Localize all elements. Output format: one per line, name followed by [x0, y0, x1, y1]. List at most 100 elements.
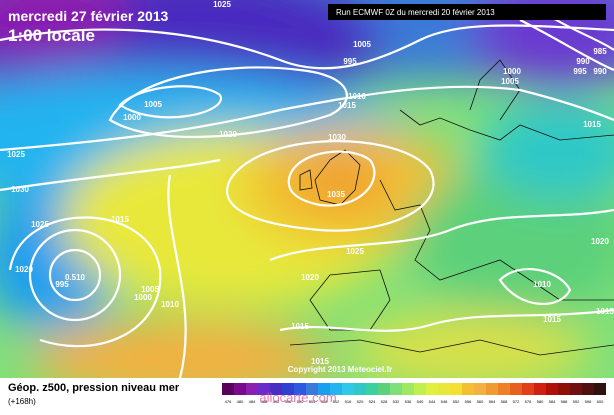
isobar-label: 1025	[213, 0, 231, 9]
isobar-label: 1015	[291, 322, 309, 331]
isobar-label: 1015	[111, 215, 129, 224]
colorbar-label: 544	[429, 399, 436, 404]
colorbar-swatch	[462, 383, 474, 395]
colorbar-swatch	[570, 383, 582, 395]
colorbar-label: 576	[525, 399, 532, 404]
colorbar-swatch	[294, 383, 306, 395]
isobar-label: 1010	[161, 300, 179, 309]
footer-title: Géop. z500, pression niveau mer	[8, 382, 180, 394]
colorbar-swatch	[534, 383, 546, 395]
isobar-label: 990	[593, 67, 607, 76]
colorbar-swatch	[330, 383, 342, 395]
colorbar-label: 592	[573, 399, 580, 404]
isobar-label: 1005	[141, 285, 159, 294]
footer-subtitle: (+168h)	[8, 397, 36, 406]
colorbar-swatch	[390, 383, 402, 395]
colorbar-swatch	[486, 383, 498, 395]
watermark: allocarte.com	[259, 390, 336, 405]
colorbar-swatch	[306, 383, 318, 395]
isobar-label: 995	[343, 57, 357, 66]
colorbar-label: 524	[369, 399, 376, 404]
colorbar-label: 528	[381, 399, 388, 404]
colorbar-label: 492	[273, 399, 280, 404]
isobar-label: 1030	[328, 133, 346, 142]
isobar-label: 990	[576, 57, 590, 66]
colorbar-label: 568	[501, 399, 508, 404]
colorbar-swatch	[258, 383, 270, 395]
isobar-label: 1025	[7, 150, 25, 159]
isobar-label: 1025	[31, 220, 49, 229]
colorbar-label: 564	[489, 399, 496, 404]
colorbar-swatch	[594, 383, 606, 395]
colorbar-swatch	[474, 383, 486, 395]
isobar-label: 1020	[219, 130, 237, 139]
colorbar-label: 540	[417, 399, 424, 404]
colorbar-swatch	[558, 383, 570, 395]
isobar-label: 995	[55, 280, 69, 289]
colorbar-label: 496	[285, 399, 292, 404]
copyright: Copyright 2013 Meteociel.fr	[288, 365, 392, 374]
isobar-label: 1025	[346, 247, 364, 256]
colorbar-label: 516	[345, 399, 352, 404]
isobar-label: 1015	[543, 315, 561, 324]
colorbar-swatch	[318, 383, 330, 395]
run-box	[328, 4, 606, 20]
colorbar-label: 508	[321, 399, 328, 404]
isobar-label: 1020	[15, 265, 33, 274]
colorbar: 476 480 484 488 492 496 500 504 508 512 516 520 524 5…	[222, 383, 606, 404]
colorbar-label: 572	[513, 399, 520, 404]
colorbar-label: 480	[237, 399, 244, 404]
colorbar-label: 580	[537, 399, 544, 404]
colorbar-swatch	[582, 383, 594, 395]
colorbar-label: 600	[597, 399, 604, 404]
colorbar-swatch	[546, 383, 558, 395]
colorbar-label: 556	[465, 399, 472, 404]
colorbar-swatch	[378, 383, 390, 395]
isobar-label: 985	[593, 47, 607, 56]
colorbar-swatch	[246, 383, 258, 395]
colorbar-swatch	[282, 383, 294, 395]
isobar-label: 1015	[583, 120, 601, 129]
field	[0, 0, 614, 378]
colorbar-label: 548	[441, 399, 448, 404]
isobar-label: 0.510	[65, 273, 86, 282]
colorbar-swatch	[498, 383, 510, 395]
colorbar-swatch	[426, 383, 438, 395]
isobar-label: 1000	[503, 67, 521, 76]
colorbar-swatch	[450, 383, 462, 395]
date: mercredi 27 février 2013	[8, 8, 169, 24]
isobar-label: 1010	[533, 280, 551, 289]
colorbar-label: 560	[477, 399, 484, 404]
isobar-label: 1015	[338, 101, 356, 110]
isobar-label: 1015	[311, 357, 329, 366]
colorbar-swatch	[222, 383, 234, 395]
colorbar-label: 512	[333, 399, 340, 404]
colorbar-label: 596	[585, 399, 592, 404]
colorbar-swatch	[354, 383, 366, 395]
colorbar-label: 584	[549, 399, 556, 404]
colorbar-label: 488	[261, 399, 268, 404]
colorbar-label: 504	[309, 399, 316, 404]
colorbar-label: 500	[297, 399, 304, 404]
colorbar-label: 484	[249, 399, 256, 404]
time: 1:00 locale	[8, 26, 95, 45]
isobar-label: 1020	[591, 237, 609, 246]
isobar-label: 1035	[327, 190, 345, 199]
colorbar-swatch	[414, 383, 426, 395]
isobar-label: 1020	[301, 273, 319, 282]
colorbar-label: 476	[225, 399, 232, 404]
isobar-label: 1000	[123, 113, 141, 122]
colorbar-label: 536	[405, 399, 412, 404]
isobar-label: 995	[573, 67, 587, 76]
isobar-label: 1010	[348, 92, 366, 101]
colorbar-swatch	[438, 383, 450, 395]
colorbar-swatch	[234, 383, 246, 395]
colorbar-swatch	[510, 383, 522, 395]
colorbar-label: 532	[393, 399, 400, 404]
isobar-label: 1005	[501, 77, 519, 86]
colorbar-swatch	[366, 383, 378, 395]
colorbar-swatch	[402, 383, 414, 395]
isobar-label: 1005	[144, 100, 162, 109]
colorbar-swatch	[342, 383, 354, 395]
